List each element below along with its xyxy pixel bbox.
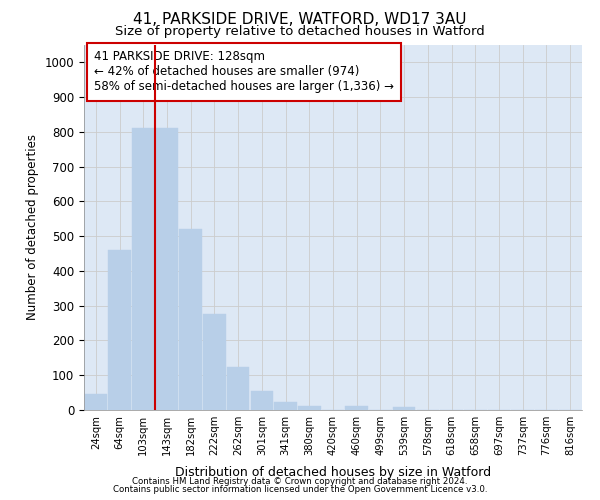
Bar xyxy=(251,391,273,410)
Bar xyxy=(346,406,368,410)
Text: 41 PARKSIDE DRIVE: 128sqm
← 42% of detached houses are smaller (974)
58% of semi: 41 PARKSIDE DRIVE: 128sqm ← 42% of detac… xyxy=(94,50,394,94)
Bar xyxy=(85,394,107,410)
X-axis label: Distribution of detached houses by size in Watford: Distribution of detached houses by size … xyxy=(175,466,491,479)
Bar xyxy=(132,128,155,410)
Text: Size of property relative to detached houses in Watford: Size of property relative to detached ho… xyxy=(115,25,485,38)
Bar xyxy=(179,229,202,410)
Bar xyxy=(156,128,178,410)
Bar xyxy=(109,250,131,410)
Bar xyxy=(203,314,226,410)
Bar xyxy=(274,402,297,410)
Bar xyxy=(298,406,320,410)
Y-axis label: Number of detached properties: Number of detached properties xyxy=(26,134,39,320)
Text: Contains public sector information licensed under the Open Government Licence v3: Contains public sector information licen… xyxy=(113,485,487,494)
Text: 41, PARKSIDE DRIVE, WATFORD, WD17 3AU: 41, PARKSIDE DRIVE, WATFORD, WD17 3AU xyxy=(133,12,467,28)
Text: Contains HM Land Registry data © Crown copyright and database right 2024.: Contains HM Land Registry data © Crown c… xyxy=(132,477,468,486)
Bar xyxy=(227,366,250,410)
Bar xyxy=(393,407,415,410)
